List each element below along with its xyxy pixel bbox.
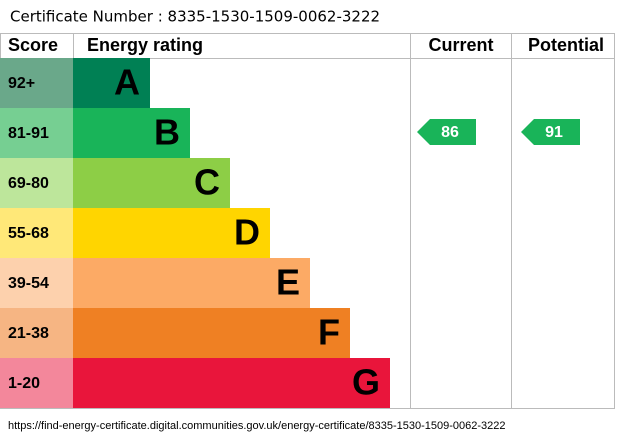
score-cell (0, 308, 73, 358)
score-cell (0, 108, 73, 158)
score-range: 92+ (8, 75, 35, 92)
certificate-number: Certificate Number : 8335-1530-1509-0062… (10, 8, 380, 26)
rating-letter: B (154, 112, 180, 153)
url: https://find-energy-certificate.digital.… (8, 420, 506, 432)
rating-bar (73, 258, 310, 308)
score-range: 39-54 (8, 275, 49, 292)
rating-letter: E (276, 262, 300, 303)
header-score: Score (8, 35, 58, 55)
rating-bar (73, 58, 150, 108)
score-cell (0, 158, 73, 208)
score-cell (0, 208, 73, 258)
score-cell (0, 58, 73, 108)
rating-bar (73, 158, 230, 208)
header-current: Current (428, 35, 493, 55)
rating-letter: C (194, 162, 220, 203)
potential-value: 91 (545, 124, 563, 141)
rating-letter: A (114, 62, 140, 103)
rating-letter: D (234, 212, 260, 253)
score-range: 1-20 (8, 375, 40, 392)
current-value: 86 (441, 124, 459, 141)
rating-bar (73, 308, 350, 358)
score-cell (0, 358, 73, 408)
score-cell (0, 258, 73, 308)
current-arrow (417, 119, 476, 145)
score-range: 55-68 (8, 225, 49, 242)
header-potential: Potential (528, 35, 604, 55)
header-rating: Energy rating (87, 35, 203, 55)
rating-letter: G (352, 362, 380, 403)
score-range: 81-91 (8, 125, 49, 142)
rating-letter: F (318, 312, 340, 353)
score-range: 69-80 (8, 175, 49, 192)
rating-bar (73, 358, 390, 408)
potential-arrow (521, 119, 580, 145)
score-range: 21-38 (8, 325, 49, 342)
rating-bar (73, 208, 270, 258)
rating-bar (73, 108, 190, 158)
